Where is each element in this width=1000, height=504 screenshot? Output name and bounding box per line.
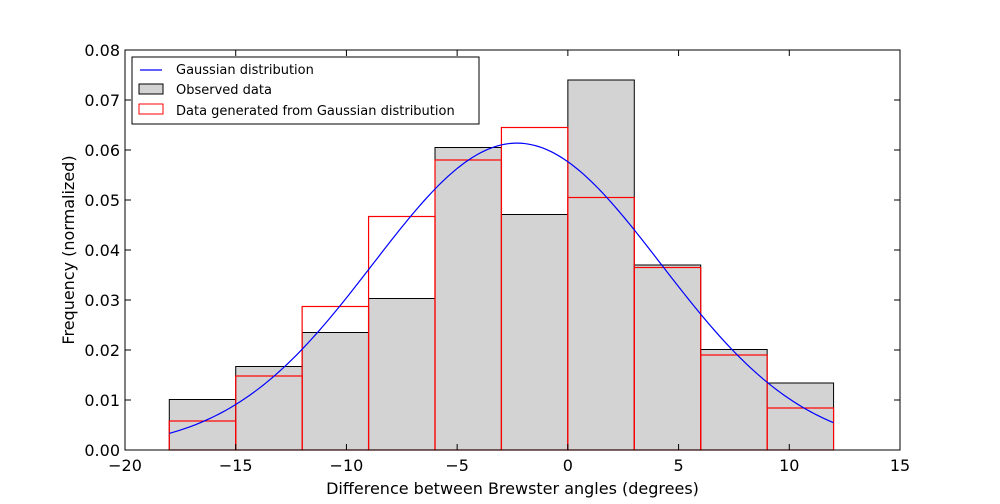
- observed-bar-9: [766, 382, 835, 451]
- legend-gaussian-label: Gaussian distribution: [176, 63, 314, 78]
- legend-generated-label: Data generated from Gaussian distributio…: [176, 104, 455, 119]
- observed-bar-2: [301, 332, 370, 451]
- gaussian-curve-layer: [169, 142, 834, 434]
- observed-bar-4: [434, 147, 502, 451]
- legend: Gaussian distribution Observed data Data…: [131, 56, 480, 125]
- x-tick-label: 0: [563, 456, 573, 475]
- observed-bar-3: [368, 298, 436, 451]
- observed-bar-8: [700, 349, 768, 451]
- x-tick-label: −15: [219, 456, 253, 475]
- y-tick-label: 0.04: [84, 241, 120, 260]
- observed-bar-7: [633, 264, 702, 451]
- x-axis-title: Difference between Brewster angles (degr…: [326, 479, 699, 498]
- x-tick-label: 10: [779, 456, 799, 475]
- gaussian-curve: [169, 142, 834, 434]
- x-tick-label: −10: [330, 456, 364, 475]
- y-axis-title: Frequency (normalized): [59, 155, 78, 344]
- y-tick-label: 0.05: [84, 191, 120, 210]
- y-tick-label: 0.08: [84, 41, 120, 60]
- x-tick-label: −20: [108, 456, 142, 475]
- observed-bar-0: [168, 399, 237, 451]
- x-tick-label: 15: [890, 456, 910, 475]
- legend-observed-label: Observed data: [176, 83, 272, 98]
- observed-bars: [168, 79, 835, 451]
- y-tick-label: 0.02: [84, 341, 120, 360]
- y-tick-label: 0.01: [84, 391, 120, 410]
- y-tick-label: 0.07: [84, 91, 120, 110]
- y-tick-label: 0.00: [84, 441, 120, 460]
- observed-bar-1: [235, 366, 303, 451]
- observed-bar-6: [567, 79, 635, 451]
- x-tick-label: 5: [673, 456, 683, 475]
- observed-bar-5: [500, 214, 569, 451]
- x-tick-label: −5: [445, 456, 469, 475]
- legend-frame: [131, 56, 480, 125]
- y-tick-label: 0.06: [84, 141, 120, 160]
- legend-observed-swatch: [138, 83, 164, 95]
- legend-generated-swatch: [138, 103, 164, 115]
- axis-ticks: −20 −15 −10 −5 0 5 10 15 0.00 0.01 0.02 0.03 0.04 0.0…: [84, 41, 910, 475]
- y-tick-label: 0.03: [84, 291, 120, 310]
